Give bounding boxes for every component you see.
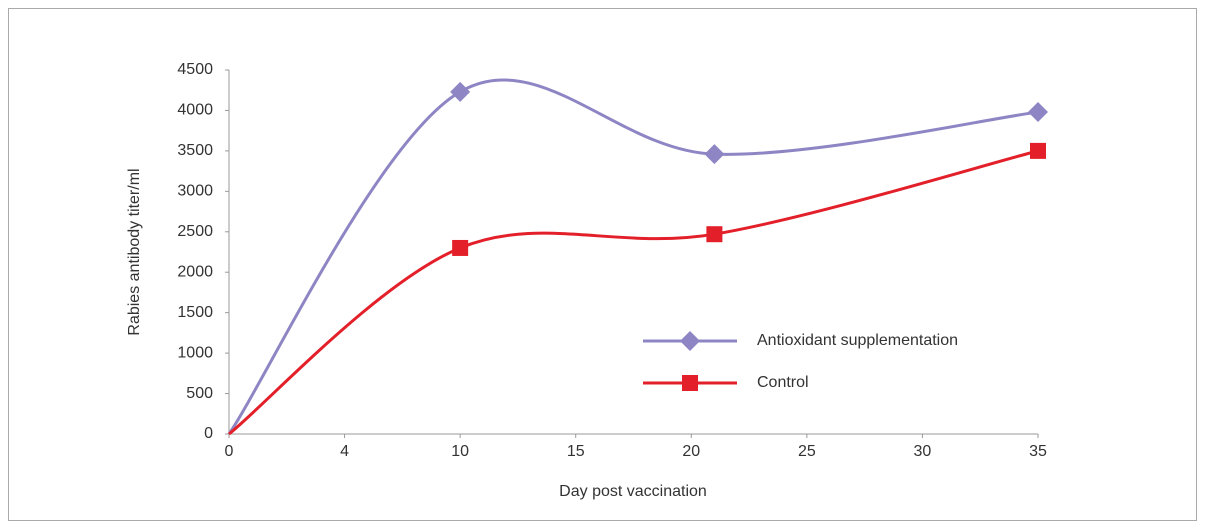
legend-label: Control bbox=[757, 374, 809, 391]
legend-label: Antioxidant supplementation bbox=[757, 332, 958, 349]
y-tick-label: 1000 bbox=[177, 344, 213, 361]
series-line bbox=[227, 78, 1039, 435]
series-line bbox=[228, 149, 1039, 436]
y-tick-label: 0 bbox=[204, 425, 213, 442]
x-tick-label: 25 bbox=[798, 443, 816, 460]
x-axis-label: Day post vaccination bbox=[559, 483, 707, 500]
marker bbox=[452, 239, 469, 256]
x-tick-label: 0 bbox=[225, 443, 234, 460]
x-tick-label: 10 bbox=[451, 443, 469, 460]
marker bbox=[682, 375, 698, 391]
y-tick-label: 3500 bbox=[177, 142, 213, 159]
frame bbox=[8, 8, 1197, 521]
x-tick-label: 15 bbox=[567, 443, 585, 460]
x-tick-label: 35 bbox=[1029, 443, 1047, 460]
marker bbox=[704, 144, 725, 165]
y-tick-label: 2500 bbox=[177, 223, 213, 240]
marker bbox=[1028, 102, 1048, 123]
y-tick-label: 3000 bbox=[177, 183, 213, 200]
x-tick-label: 20 bbox=[682, 443, 700, 460]
y-tick-label: 2000 bbox=[177, 263, 213, 280]
y-tick-label: 1500 bbox=[177, 304, 213, 321]
marker bbox=[1030, 142, 1046, 159]
marker bbox=[680, 331, 700, 351]
marker bbox=[450, 81, 471, 102]
y-tick-label: 4500 bbox=[177, 61, 213, 78]
y-axis-label: Rabies antibody titer/ml bbox=[126, 168, 143, 335]
y-tick-label: 500 bbox=[186, 385, 213, 402]
marker bbox=[706, 226, 723, 243]
x-tick-label: 30 bbox=[914, 443, 932, 460]
x-tick-label: 4 bbox=[340, 443, 349, 460]
y-tick-label: 4000 bbox=[177, 102, 213, 119]
